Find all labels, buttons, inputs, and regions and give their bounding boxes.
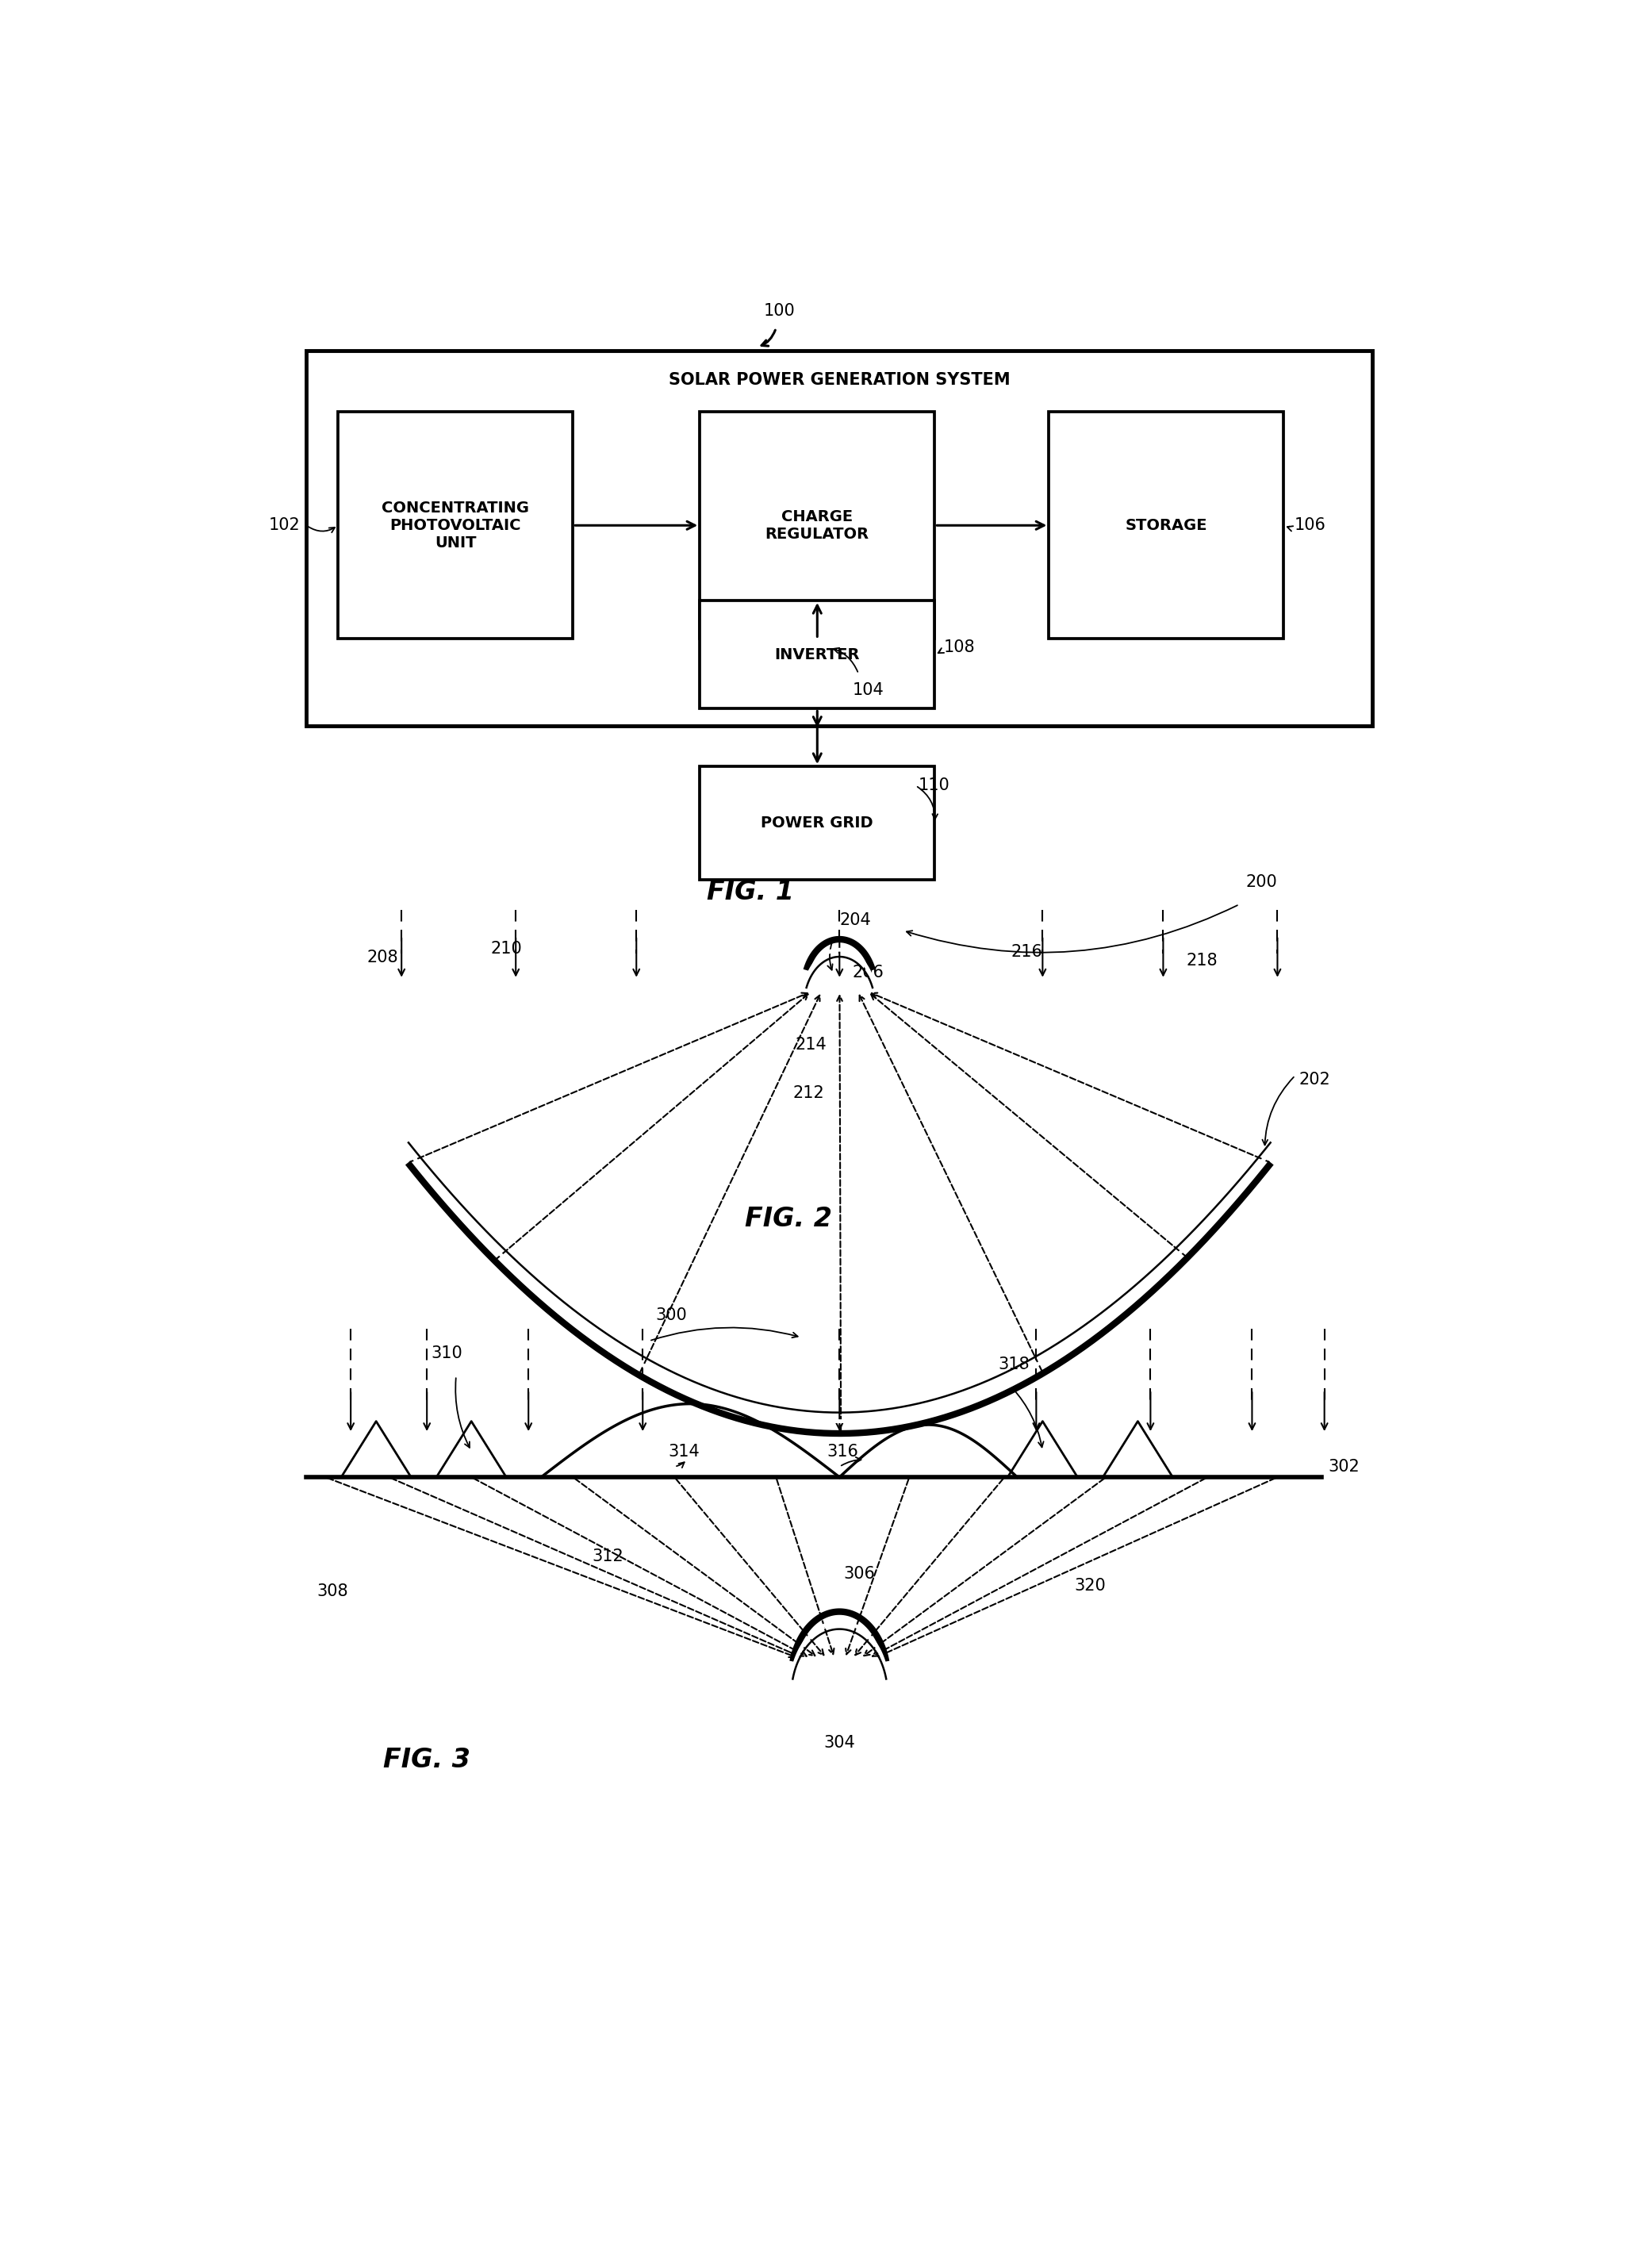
Bar	[699, 601, 935, 708]
Text: 204: 204	[839, 912, 871, 928]
Text: CHARGE
REGULATOR: CHARGE REGULATOR	[765, 508, 870, 542]
Text: 208: 208	[367, 950, 398, 966]
Text: 308: 308	[316, 1583, 347, 1599]
Text: FIG. 1: FIG. 1	[708, 880, 794, 905]
Text: POWER GRID: POWER GRID	[762, 816, 873, 830]
Text: STORAGE: STORAGE	[1125, 517, 1207, 533]
Text: 310: 310	[431, 1345, 462, 1361]
Bar	[699, 767, 935, 880]
Text: 212: 212	[793, 1086, 824, 1102]
Text: 302: 302	[1328, 1458, 1360, 1474]
Text: 300: 300	[655, 1306, 686, 1322]
Text: INVERTER: INVERTER	[775, 646, 860, 662]
Text: FIG. 3: FIG. 3	[383, 1746, 470, 1774]
Text: 100: 100	[763, 302, 794, 318]
Text: 206: 206	[852, 964, 885, 980]
Text: 316: 316	[827, 1442, 858, 1458]
Text: 320: 320	[1075, 1579, 1106, 1594]
Text: 108: 108	[943, 640, 975, 655]
Text: 218: 218	[1186, 953, 1217, 968]
Text: 202: 202	[1299, 1070, 1330, 1086]
Text: 304: 304	[824, 1735, 855, 1751]
Bar	[699, 413, 935, 640]
Text: 200: 200	[1245, 873, 1278, 889]
Text: 214: 214	[794, 1036, 827, 1052]
Text: 106: 106	[1294, 517, 1325, 533]
Text: 216: 216	[1011, 943, 1042, 959]
Text: 102: 102	[269, 517, 300, 533]
Bar	[337, 413, 573, 640]
Text: 110: 110	[919, 778, 950, 794]
Text: CONCENTRATING
PHOTOVOLTAIC
UNIT: CONCENTRATING PHOTOVOLTAIC UNIT	[382, 501, 529, 551]
Text: 104: 104	[852, 683, 883, 699]
Text: 210: 210	[490, 941, 523, 957]
Text: 306: 306	[844, 1565, 875, 1581]
Text: FIG. 2: FIG. 2	[745, 1207, 832, 1232]
Text: 318: 318	[998, 1356, 1030, 1372]
Text: 314: 314	[668, 1442, 699, 1458]
Text: SOLAR POWER GENERATION SYSTEM: SOLAR POWER GENERATION SYSTEM	[668, 372, 1011, 388]
Bar	[1048, 413, 1284, 640]
Bar	[306, 352, 1373, 726]
Text: 312: 312	[591, 1549, 624, 1565]
